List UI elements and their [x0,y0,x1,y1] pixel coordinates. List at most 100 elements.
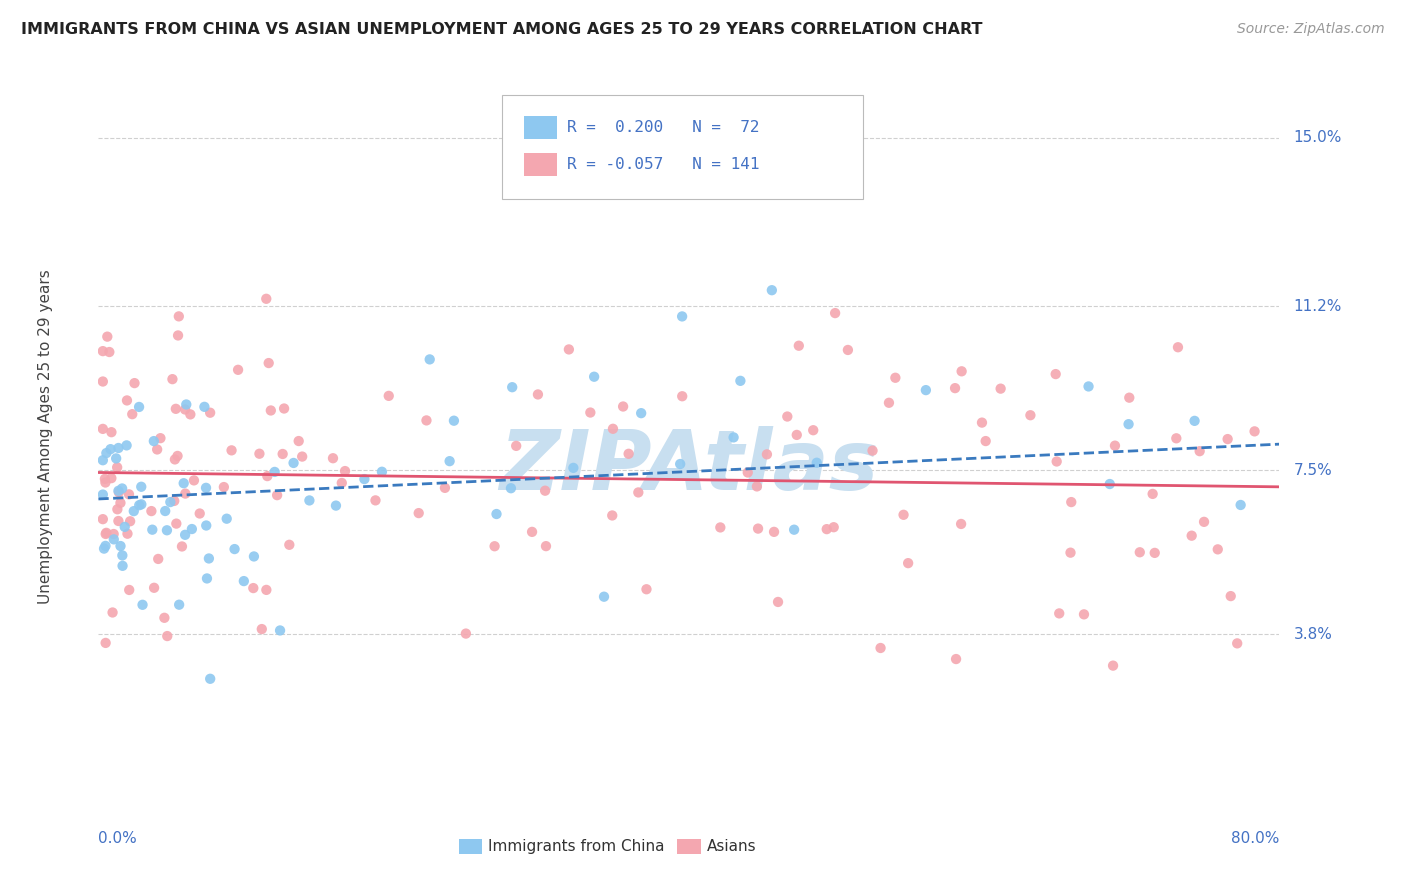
Point [501,380,523,394]
Point [254,292,277,306]
Point [193,400,215,414]
Point [823,520,845,534]
FancyBboxPatch shape [502,95,862,200]
Point [353,472,375,486]
Point [271,447,294,461]
Point [534,539,557,553]
Point [120,514,142,528]
Point [93,541,115,556]
Point [131,497,153,511]
Point [117,526,139,541]
Point [534,483,557,498]
Point [600,508,623,523]
Point [163,452,186,467]
Point [180,522,202,536]
Point [723,430,745,444]
Point [96,446,118,460]
Point [98,345,121,359]
Point [166,449,188,463]
Point [96,329,118,343]
Point [915,383,938,397]
Point [153,611,176,625]
Point [602,422,624,436]
Point [377,389,399,403]
Point [266,488,288,502]
Point [94,472,117,486]
Bar [523,116,557,139]
Point [562,461,585,475]
Point [148,552,170,566]
Point [250,622,273,636]
Point [142,434,165,449]
Point [1104,439,1126,453]
Text: 7.5%: 7.5% [1294,463,1333,478]
Point [970,416,993,430]
Point [801,423,824,437]
Text: Unemployment Among Ages 25 to 29 years: Unemployment Among Ages 25 to 29 years [38,269,53,605]
Point [107,441,129,455]
Point [1184,414,1206,428]
Point [173,476,195,491]
Point [877,396,900,410]
Point [484,539,506,553]
Point [990,382,1012,396]
Point [737,466,759,480]
Point [558,343,581,357]
Point [226,363,249,377]
Point [1047,607,1070,621]
Point [1181,529,1204,543]
Point [1019,408,1042,422]
Point [443,414,465,428]
Point [156,523,179,537]
Text: 15.0%: 15.0% [1294,130,1341,145]
Point [415,413,437,427]
Point [869,640,891,655]
Point [669,457,692,471]
Text: 3.8%: 3.8% [1294,627,1333,642]
Point [195,481,218,495]
Point [364,493,387,508]
Point [273,401,295,416]
Point [122,504,145,518]
Point [617,447,640,461]
Point [174,486,197,500]
Point [118,487,141,501]
Point [1166,431,1188,445]
Point [884,371,907,385]
Point [824,306,846,320]
Point [730,374,752,388]
Point [298,493,321,508]
Point [263,465,285,479]
Text: 0.0%: 0.0% [98,830,138,846]
Point [174,397,197,411]
Point [91,344,114,359]
Point [242,581,264,595]
Point [439,454,461,468]
Point [198,672,221,686]
Point [94,527,117,541]
Point [100,471,122,485]
Point [1046,454,1069,468]
Point [165,401,187,416]
Point [101,606,124,620]
Point [179,408,201,422]
Point [408,506,430,520]
Point [419,352,441,367]
Point [766,595,789,609]
Point [485,507,508,521]
Point [943,381,966,395]
Point [167,328,190,343]
Point [593,590,616,604]
Point [256,469,278,483]
Point [105,460,128,475]
Point [1243,425,1265,439]
Point [128,498,150,512]
Point [837,343,859,357]
Point [269,624,291,638]
Point [671,389,693,403]
Text: 80.0%: 80.0% [1232,830,1279,846]
Point [165,516,187,531]
Point [278,538,301,552]
Point [103,533,125,547]
Point [115,393,138,408]
